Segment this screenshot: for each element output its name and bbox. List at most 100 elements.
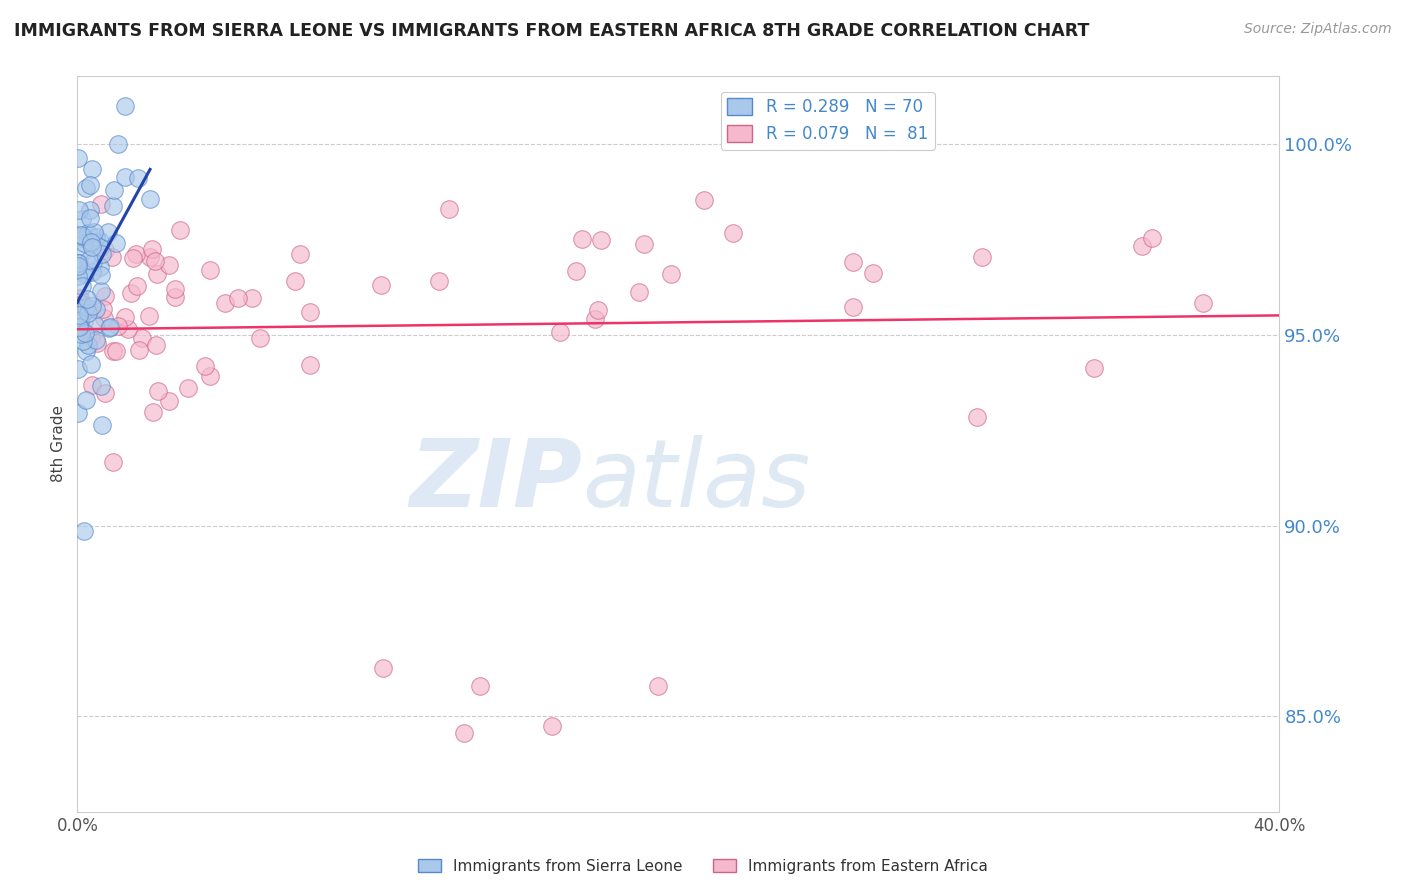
Point <box>107 319 129 334</box>
Point <box>91 302 114 317</box>
Point <box>76 306 98 320</box>
Point <box>83 318 105 332</box>
Point <box>373 661 395 675</box>
Text: Source: ZipAtlas.com: Source: ZipAtlas.com <box>1244 22 1392 37</box>
Point <box>128 343 150 357</box>
Point <box>90 268 112 283</box>
Point <box>69 246 91 260</box>
Point <box>73 524 96 538</box>
Point <box>75 301 97 316</box>
Point <box>80 299 103 313</box>
Point <box>101 250 124 264</box>
Point <box>127 171 149 186</box>
Point <box>67 308 90 322</box>
Point <box>84 333 107 347</box>
Point <box>73 326 96 340</box>
Point <box>841 255 863 269</box>
Point <box>117 322 139 336</box>
Point <box>633 237 655 252</box>
Point <box>143 254 166 268</box>
Point <box>67 259 90 273</box>
Point <box>93 310 115 325</box>
Point <box>75 300 97 314</box>
Point <box>67 256 90 270</box>
Point <box>1130 238 1153 252</box>
Point <box>198 263 221 277</box>
Point <box>1083 361 1105 376</box>
Text: ZIP: ZIP <box>409 434 582 526</box>
Point <box>548 326 571 340</box>
Point <box>77 252 100 267</box>
Point <box>72 228 94 243</box>
Point <box>114 99 136 113</box>
Point <box>79 178 101 192</box>
Point <box>97 225 120 239</box>
Point <box>200 369 222 384</box>
Point <box>80 240 103 254</box>
Point <box>114 170 136 185</box>
Point <box>77 301 100 316</box>
Point <box>1191 296 1213 310</box>
Y-axis label: 8th Grade: 8th Grade <box>51 405 66 483</box>
Point <box>79 211 101 225</box>
Point <box>90 284 112 298</box>
Point <box>194 359 217 373</box>
Point <box>1140 231 1163 245</box>
Point <box>69 291 91 305</box>
Point <box>70 297 93 311</box>
Point <box>84 229 107 244</box>
Point <box>146 268 169 282</box>
Point <box>107 137 129 152</box>
Point <box>103 199 125 213</box>
Point <box>972 250 994 264</box>
Point <box>571 231 593 245</box>
Point <box>145 337 167 351</box>
Point <box>240 291 263 305</box>
Point <box>299 305 322 319</box>
Point <box>70 228 93 243</box>
Point <box>75 343 97 358</box>
Point <box>73 314 96 328</box>
Point <box>589 233 612 247</box>
Point <box>453 726 475 740</box>
Point <box>80 235 103 249</box>
Point <box>101 455 124 469</box>
Point <box>98 320 121 334</box>
Point <box>67 268 90 283</box>
Point <box>72 334 94 349</box>
Legend: Immigrants from Sierra Leone, Immigrants from Eastern Africa: Immigrants from Sierra Leone, Immigrants… <box>412 853 994 880</box>
Text: IMMIGRANTS FROM SIERRA LEONE VS IMMIGRANTS FROM EASTERN AFRICA 8TH GRADE CORRELA: IMMIGRANTS FROM SIERRA LEONE VS IMMIGRAN… <box>14 22 1090 40</box>
Point <box>586 302 609 317</box>
Point <box>862 266 884 280</box>
Point <box>157 258 180 272</box>
Point <box>80 357 103 371</box>
Point <box>427 274 450 288</box>
Point <box>146 384 169 398</box>
Point <box>80 378 103 392</box>
Point <box>114 310 136 324</box>
Point <box>69 320 91 334</box>
Point <box>163 290 186 304</box>
Point <box>105 344 128 359</box>
Point <box>90 379 112 393</box>
Text: atlas: atlas <box>582 435 810 526</box>
Point <box>80 265 103 279</box>
Point <box>122 251 145 265</box>
Point <box>76 226 98 240</box>
Point <box>841 300 863 314</box>
Point <box>66 407 89 421</box>
Point <box>79 203 101 218</box>
Point <box>125 279 148 293</box>
Point <box>73 231 96 245</box>
Point <box>647 679 669 693</box>
Point <box>628 285 651 299</box>
Point <box>585 311 607 326</box>
Point <box>93 243 115 257</box>
Point <box>72 279 94 293</box>
Point <box>659 267 682 281</box>
Point <box>86 335 108 350</box>
Point <box>69 327 91 342</box>
Point <box>226 291 249 305</box>
Point <box>80 329 103 343</box>
Point <box>79 235 101 250</box>
